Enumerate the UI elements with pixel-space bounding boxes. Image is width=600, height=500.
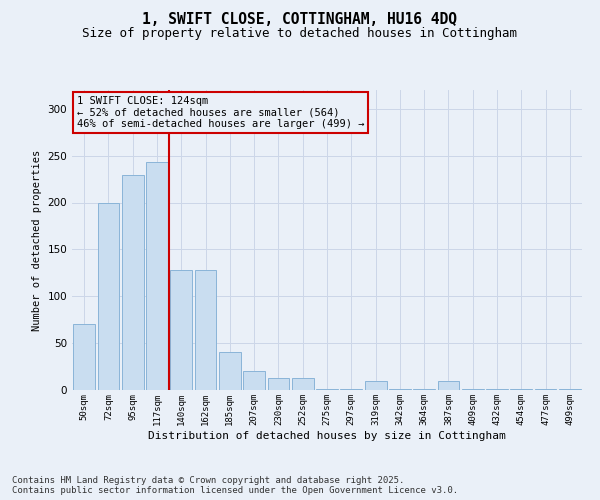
Bar [389, 389, 411, 390]
Text: Size of property relative to detached houses in Cottingham: Size of property relative to detached ho… [83, 28, 517, 40]
Y-axis label: Number of detached properties: Number of detached properties [32, 150, 42, 330]
Text: 1 SWIFT CLOSE: 124sqm
← 52% of detached houses are smaller (564)
46% of semi-det: 1 SWIFT CLOSE: 124sqm ← 52% of detached … [77, 96, 365, 129]
Bar [316, 389, 338, 390]
Bar [219, 352, 241, 390]
X-axis label: Distribution of detached houses by size in Cottingham: Distribution of detached houses by size … [148, 430, 506, 440]
Bar [170, 270, 192, 390]
Text: 1, SWIFT CLOSE, COTTINGHAM, HU16 4DQ: 1, SWIFT CLOSE, COTTINGHAM, HU16 4DQ [143, 12, 458, 28]
Text: Contains HM Land Registry data © Crown copyright and database right 2025.
Contai: Contains HM Land Registry data © Crown c… [12, 476, 458, 495]
Bar [559, 389, 581, 390]
Bar [268, 378, 289, 390]
Bar [146, 162, 168, 390]
Bar [243, 371, 265, 390]
Bar [462, 389, 484, 390]
Bar [486, 389, 508, 390]
Bar [365, 380, 386, 390]
Bar [73, 324, 95, 390]
Bar [122, 176, 143, 390]
Bar [437, 380, 460, 390]
Bar [511, 389, 532, 390]
Bar [413, 389, 435, 390]
Bar [340, 389, 362, 390]
Bar [535, 389, 556, 390]
Bar [97, 204, 119, 390]
Bar [194, 270, 217, 390]
Bar [292, 378, 314, 390]
